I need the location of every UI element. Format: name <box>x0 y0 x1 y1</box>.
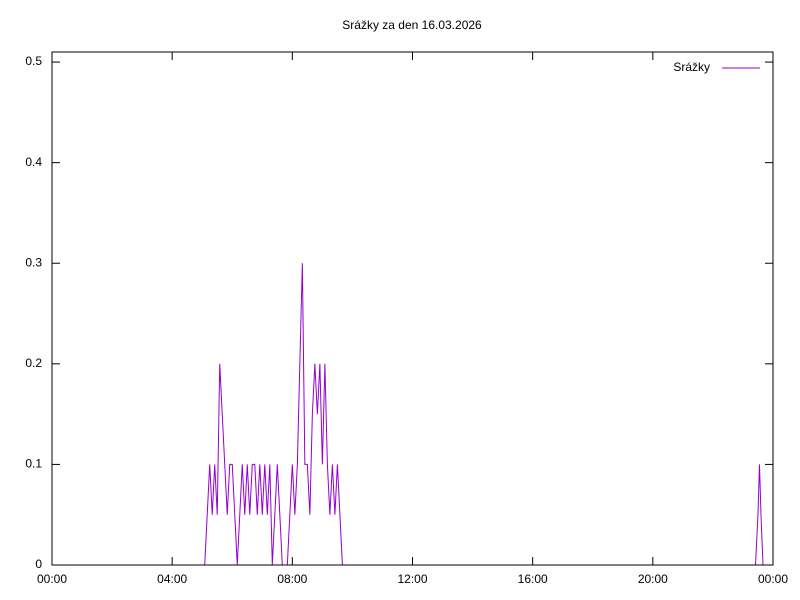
x-tick-label: 00:00 <box>37 572 67 586</box>
data-line <box>52 263 773 566</box>
plot-border <box>51 51 774 566</box>
x-tick-label: 08:00 <box>277 572 307 586</box>
y-tick-label: 0.1 <box>25 457 42 471</box>
y-tick-label: 0.4 <box>25 155 42 169</box>
y-tick-label: 0.2 <box>25 356 42 370</box>
x-tick-label: 16:00 <box>518 572 548 586</box>
x-tick-label: 00:00 <box>758 572 788 586</box>
x-tick-label: 12:00 <box>397 572 427 586</box>
chart-title: Srážky za den 16.03.2026 <box>342 18 482 32</box>
y-tick-label: 0.5 <box>25 54 42 68</box>
x-tick-label: 04:00 <box>157 572 187 586</box>
x-tick-label: 20:00 <box>638 572 668 586</box>
y-tick-label: 0 <box>35 557 42 571</box>
legend-label: Srážky <box>673 60 710 74</box>
y-tick-label: 0.3 <box>25 255 42 269</box>
